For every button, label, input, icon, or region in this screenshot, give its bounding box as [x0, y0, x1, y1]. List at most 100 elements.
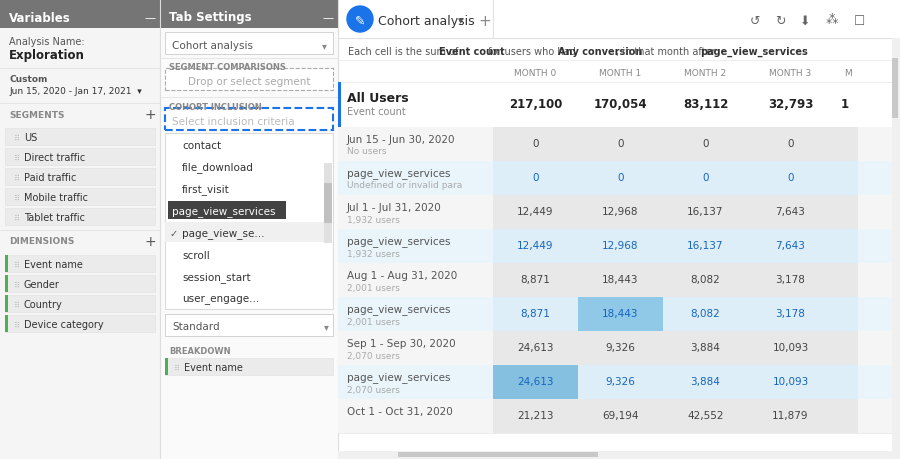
Text: scroll: scroll [182, 251, 210, 261]
Text: DIMENSIONS: DIMENSIONS [9, 237, 75, 246]
Text: Direct traffic: Direct traffic [24, 153, 86, 163]
Bar [578, 229, 663, 263]
Text: session_start: session_start [182, 273, 250, 284]
Bar [748, 127, 833, 161]
Bar [748, 161, 833, 195]
Text: Oct 1 - Oct 31, 2020: Oct 1 - Oct 31, 2020 [347, 407, 453, 417]
Bar [748, 297, 833, 331]
Bar [5, 255, 155, 272]
Text: Paid traffic: Paid traffic [24, 173, 77, 183]
Text: first_visit: first_visit [182, 185, 230, 196]
Bar [493, 365, 578, 399]
Bar [338, 0, 900, 38]
Text: Tablet traffic: Tablet traffic [24, 213, 85, 223]
Text: page_view_services: page_view_services [347, 373, 451, 383]
Bar [663, 229, 748, 263]
Text: Mobile traffic: Mobile traffic [24, 193, 88, 203]
Text: Cohort analysis: Cohort analysis [172, 41, 253, 51]
Bar [578, 161, 663, 195]
Text: Any conversion: Any conversion [558, 47, 642, 57]
Text: page_view_services: page_view_services [172, 207, 275, 218]
Bar [892, 38, 900, 451]
Text: 2,001 users: 2,001 users [347, 284, 400, 292]
Text: ⠿: ⠿ [14, 174, 20, 183]
Bar [338, 161, 892, 195]
Text: 2,070 users: 2,070 users [347, 386, 400, 394]
Text: 12,968: 12,968 [602, 241, 639, 251]
Text: 12,968: 12,968 [602, 207, 639, 217]
Bar [833, 195, 858, 229]
Text: 9,326: 9,326 [606, 377, 635, 387]
Text: Select inclusion criteria: Select inclusion criteria [172, 117, 294, 127]
Text: 2,001 users: 2,001 users [347, 318, 400, 326]
Bar [324, 163, 332, 243]
Text: ↻: ↻ [775, 15, 785, 28]
Text: Sep 1 - Sep 30, 2020: Sep 1 - Sep 30, 2020 [347, 339, 455, 349]
Text: Exploration: Exploration [9, 50, 85, 62]
Text: Analysis Name:: Analysis Name: [9, 37, 85, 47]
Bar [748, 263, 833, 297]
Text: 11,879: 11,879 [772, 411, 809, 421]
Bar [338, 365, 892, 399]
Bar [165, 133, 333, 309]
Bar [578, 331, 663, 365]
Text: Jun 15, 2020 - Jan 17, 2021  ▾: Jun 15, 2020 - Jan 17, 2021 ▾ [9, 88, 142, 96]
Text: +: + [478, 13, 491, 28]
Bar [833, 331, 858, 365]
Text: file_download: file_download [182, 162, 254, 174]
Text: Custom: Custom [9, 74, 48, 84]
Text: page_view_services: page_view_services [347, 305, 451, 315]
Text: 3,884: 3,884 [690, 343, 720, 353]
Text: page_view_services: page_view_services [347, 168, 451, 179]
Text: Jun 15 - Jun 30, 2020: Jun 15 - Jun 30, 2020 [347, 135, 455, 145]
Text: 0: 0 [702, 173, 709, 183]
Text: 0: 0 [702, 139, 709, 149]
Text: 8,082: 8,082 [690, 275, 720, 285]
Text: 0: 0 [532, 139, 539, 149]
Text: ☐: ☐ [854, 15, 866, 28]
Text: ⠿: ⠿ [14, 301, 20, 309]
Text: MONTH 3: MONTH 3 [770, 69, 812, 78]
Bar [663, 297, 748, 331]
Bar [338, 82, 892, 127]
Text: 10,093: 10,093 [772, 343, 808, 353]
Bar [833, 365, 858, 399]
Text: Event name: Event name [24, 260, 83, 270]
Text: ⠿: ⠿ [14, 134, 20, 142]
Bar [338, 229, 892, 263]
Text: page_view_se...: page_view_se... [182, 229, 265, 240]
Text: Standard: Standard [172, 322, 220, 332]
Text: , in that month after: , in that month after [616, 47, 719, 57]
Text: 7,643: 7,643 [776, 241, 806, 251]
Bar [338, 127, 892, 161]
Bar [5, 255, 8, 272]
Text: 16,137: 16,137 [688, 241, 724, 251]
Text: ↺: ↺ [750, 15, 760, 28]
Text: 83,112: 83,112 [683, 97, 728, 111]
Text: No users: No users [347, 147, 386, 157]
Bar [833, 161, 858, 195]
Text: ✎: ✎ [355, 15, 365, 28]
Text: 8,871: 8,871 [520, 309, 551, 319]
Bar [5, 295, 8, 312]
Circle shape [347, 6, 373, 32]
Text: Undefined or invalid para: Undefined or invalid para [347, 181, 463, 190]
Bar [578, 365, 663, 399]
Bar [338, 0, 900, 459]
Text: 0: 0 [617, 139, 624, 149]
Text: 9,326: 9,326 [606, 343, 635, 353]
Bar [5, 315, 155, 332]
FancyBboxPatch shape [165, 68, 333, 90]
Text: page_view_services: page_view_services [347, 236, 451, 247]
Text: Event name: Event name [184, 363, 243, 373]
Bar [5, 128, 155, 145]
Bar [578, 297, 663, 331]
Text: ⠿: ⠿ [14, 153, 20, 162]
Bar [5, 295, 155, 312]
Bar [493, 127, 578, 161]
Bar [493, 297, 578, 331]
Bar [160, 0, 338, 459]
Bar [578, 127, 663, 161]
Text: M: M [844, 69, 852, 78]
Text: 1,932 users: 1,932 users [347, 215, 400, 224]
